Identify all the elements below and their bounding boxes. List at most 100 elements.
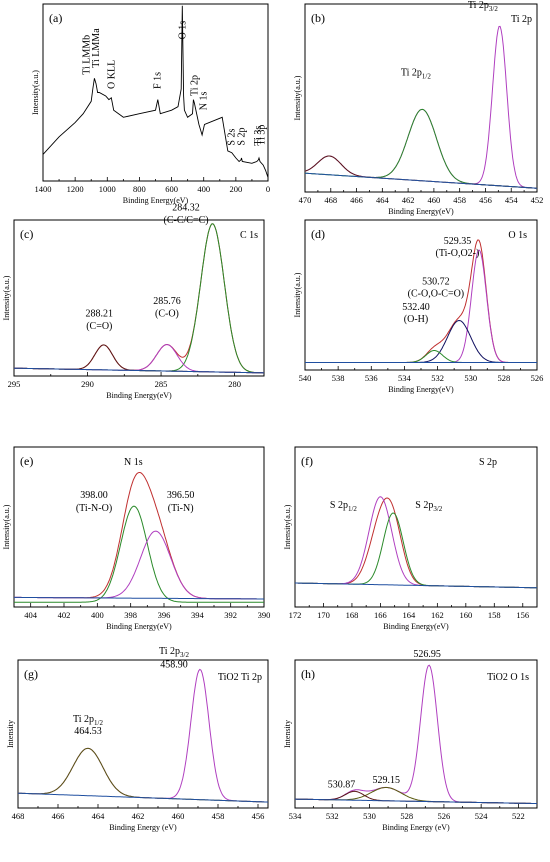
x-tick-label: 460	[428, 195, 441, 205]
x-tick-label: 540	[299, 373, 312, 383]
x-tick-label: 456	[252, 811, 265, 821]
x-tick-label: 528	[497, 373, 510, 383]
x-tick-label: 168	[346, 610, 359, 620]
x-tick-label: 164	[403, 610, 417, 620]
peak-label: Ti LMMa	[91, 28, 102, 68]
panel-title: C 1s	[240, 230, 258, 241]
annotation-value: 530.87	[328, 779, 356, 790]
x-tick-label: 526	[438, 811, 451, 821]
chart-panel-g: 468 466 464 462 460 458 456 Binding Energy (eV)…	[6, 646, 269, 832]
chart-panel-c: 295 290 285 280 Binding Energy(eV) Intensity(…	[2, 203, 265, 400]
chart-panel-f: 172 170 168 166 164 162 160 158 156 Binding Energ…	[283, 446, 538, 631]
peak-label: F 1s	[153, 72, 164, 89]
fit-component-line-1	[14, 505, 264, 603]
x-tick-label: 530	[464, 373, 477, 383]
x-tick-label: 458	[453, 195, 466, 205]
x-tick-label: 172	[289, 610, 302, 620]
peak-label: Ti LMMb	[81, 35, 92, 75]
x-tick-label: 526	[531, 373, 544, 383]
x-axis-label: Binding Energy (eV)	[109, 823, 177, 832]
fit-component-line-4	[14, 367, 264, 374]
x-tick-label: 530	[363, 811, 376, 821]
annotation-value: 532.40	[402, 302, 430, 313]
chart-panel-b: 470 468 466 464 462 460 458 456 454 452 Binding En…	[293, 0, 543, 216]
peak-label: Ti 2p	[189, 75, 200, 96]
x-tick-label: 538	[332, 373, 345, 383]
survey-spectrum-line	[42, 5, 269, 178]
x-tick-label: 464	[376, 195, 390, 205]
x-tick-label: 464	[92, 811, 106, 821]
fit-component-line-2	[304, 155, 537, 189]
x-tick-label: 600	[165, 184, 178, 194]
plot-frame	[13, 219, 265, 377]
annotation-label: (C-O)	[155, 309, 179, 320]
fit-component-line-0	[14, 472, 264, 600]
panel-label: (e)	[20, 454, 33, 468]
chart-panel-d: 540 538 536 534 532 530 528 526 Binding Energy(e…	[293, 219, 544, 394]
x-tick-label: 280	[228, 379, 241, 389]
annotation-label: (Ti-N)	[168, 503, 194, 514]
plot-frame	[294, 659, 538, 809]
x-tick-label: 462	[132, 811, 145, 821]
annotation-value: 458.90	[160, 659, 188, 670]
plot-frame	[294, 446, 538, 608]
panel-title: Ti 2p	[511, 14, 532, 25]
x-tick-label: 454	[505, 195, 519, 205]
x-tick-label: 295	[8, 379, 21, 389]
y-axis-label: Intensity(a.u.)	[2, 504, 11, 549]
panel-title: S 2p	[479, 457, 497, 468]
x-tick-label: 536	[365, 373, 378, 383]
annotation-value: 398.00	[80, 490, 108, 501]
plot-frame	[42, 3, 269, 182]
y-axis-label: Intensity	[283, 720, 292, 748]
peak-label: S 2p	[236, 128, 247, 146]
annotation-value: 529.35	[444, 236, 472, 247]
fit-component-line-3	[304, 172, 537, 189]
x-tick-label: 458	[212, 811, 225, 821]
fit-component-line-0	[18, 668, 269, 803]
x-tick-label: 534	[289, 811, 303, 821]
y-axis-label: Intensity(a.u.)	[283, 504, 292, 549]
plot-frame	[304, 3, 538, 193]
x-tick-label: 468	[324, 195, 337, 205]
x-tick-label: 452	[531, 195, 544, 205]
annotation-ti2p32: Ti 2p3/2	[159, 646, 189, 659]
annotation-ti2p32: Ti 2p3/2	[468, 0, 498, 13]
annotation-value: 464.53	[74, 726, 102, 737]
x-tick-label: 528	[400, 811, 413, 821]
x-tick-label: 532	[431, 373, 444, 383]
annotation-value: 396.50	[167, 490, 195, 501]
annotation-label: (C=O)	[86, 321, 112, 332]
x-axis-label: Binding Energy(eV)	[388, 385, 454, 394]
annotation-value: 526.95	[413, 649, 441, 660]
x-tick-label: 402	[58, 610, 71, 620]
peak-label: Ti 3p	[257, 125, 268, 146]
x-tick-label: 800	[133, 184, 146, 194]
x-tick-label: 398	[124, 610, 137, 620]
peak-label: Ti 3s	[253, 126, 264, 146]
annotation-label: (Ti-N-O)	[76, 503, 112, 514]
chart-panel-a: 1400 1200 1000 800 600 400 200 0 Binding Energy(…	[31, 3, 270, 205]
annotation-label: (C-O,O-C=O)	[408, 289, 464, 300]
fit-component-line-2	[295, 512, 537, 589]
panel-title: O 1s	[508, 230, 527, 241]
annotation-value: 529.15	[372, 775, 400, 786]
x-axis-label: Binding Energy (eV)	[382, 823, 450, 832]
x-tick-label: 200	[229, 184, 242, 194]
x-tick-label: 470	[299, 195, 312, 205]
y-axis-label: Intensity(a.u.)	[293, 75, 302, 120]
fit-component-line-2	[18, 792, 269, 803]
peak-label: O KLL	[106, 60, 117, 89]
x-tick-label: 400	[197, 184, 210, 194]
y-axis-label: Intensity(a.u.)	[293, 272, 302, 317]
y-axis-label: Intensity	[6, 720, 15, 748]
annotation-label: (O-H)	[404, 314, 428, 325]
x-tick-label: 456	[479, 195, 492, 205]
x-tick-label: 404	[24, 610, 38, 620]
x-tick-label: 1400	[35, 184, 52, 194]
x-tick-label: 462	[402, 195, 415, 205]
peak-label: N 1s	[199, 91, 210, 110]
fit-component-line-0	[304, 25, 537, 189]
fit-component-line-3	[14, 596, 264, 600]
x-tick-label: 534	[398, 373, 412, 383]
